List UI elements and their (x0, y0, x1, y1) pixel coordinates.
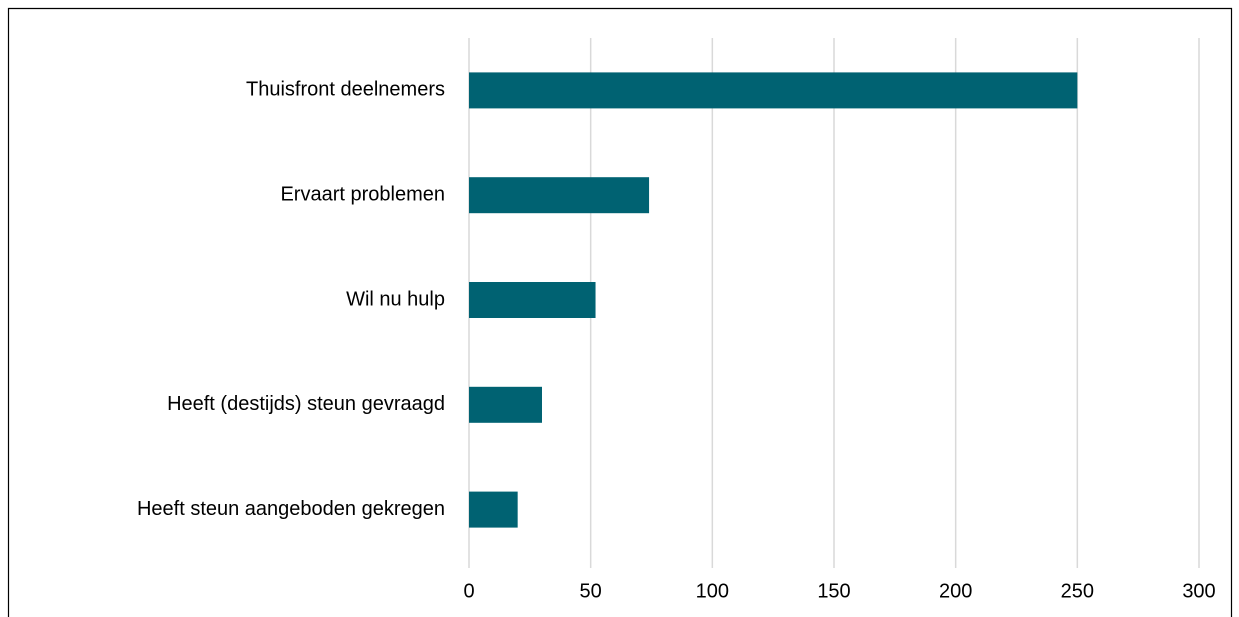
x-tick-label: 200 (939, 580, 972, 602)
x-tick-label: 0 (463, 580, 474, 602)
bar (469, 177, 650, 214)
bar (469, 491, 518, 528)
y-tick-label: Wil nu hulp (346, 288, 445, 310)
bar (469, 282, 596, 318)
y-tick-label: Heeft (destijds) steun gevraagd (167, 393, 445, 415)
x-tick-label: 300 (1182, 580, 1215, 602)
y-tick-label: Thuisfront deelnemers (246, 79, 445, 101)
x-tick-label: 150 (817, 580, 850, 602)
y-tick-label: Heeft steun aangeboden gekregen (137, 498, 445, 520)
x-tick-label: 100 (696, 580, 729, 602)
x-tick-label: 50 (580, 580, 602, 602)
bar (469, 72, 1078, 109)
chart-frame (7, 7, 1233, 617)
bar (469, 386, 542, 423)
x-tick-label: 250 (1061, 580, 1094, 602)
y-tick-label: Ervaart problemen (280, 183, 445, 205)
